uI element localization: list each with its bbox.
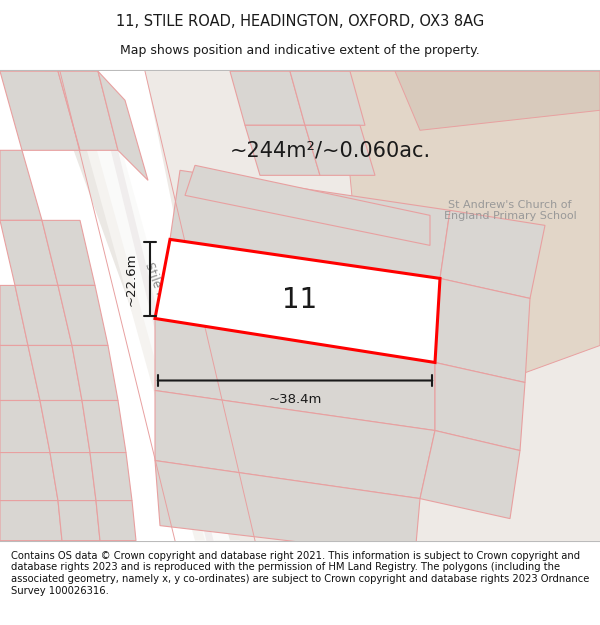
Polygon shape xyxy=(15,286,72,346)
Polygon shape xyxy=(0,221,58,286)
Text: ~22.6m: ~22.6m xyxy=(125,252,138,306)
Polygon shape xyxy=(340,71,600,386)
Polygon shape xyxy=(96,501,136,541)
Polygon shape xyxy=(155,319,435,431)
Text: ~38.4m: ~38.4m xyxy=(268,392,322,406)
Text: 11, STILE ROAD, HEADINGTON, OXFORD, OX3 8AG: 11, STILE ROAD, HEADINGTON, OXFORD, OX3 … xyxy=(116,14,484,29)
Polygon shape xyxy=(75,71,230,541)
Polygon shape xyxy=(230,71,305,125)
Polygon shape xyxy=(290,71,365,125)
Polygon shape xyxy=(28,346,82,401)
Polygon shape xyxy=(155,391,435,499)
Polygon shape xyxy=(58,71,118,151)
Polygon shape xyxy=(245,125,320,176)
Text: St Andrew's Church of
England Primary School: St Andrew's Church of England Primary Sc… xyxy=(443,199,577,221)
Polygon shape xyxy=(155,461,420,556)
Polygon shape xyxy=(0,501,62,541)
Polygon shape xyxy=(0,346,40,401)
Text: ~244m²/~0.060ac.: ~244m²/~0.060ac. xyxy=(229,141,431,161)
Polygon shape xyxy=(420,431,520,519)
Polygon shape xyxy=(72,346,118,401)
Polygon shape xyxy=(155,239,440,362)
Polygon shape xyxy=(170,171,450,278)
Polygon shape xyxy=(45,71,250,541)
Polygon shape xyxy=(435,278,530,382)
Polygon shape xyxy=(82,401,126,452)
Polygon shape xyxy=(40,401,90,452)
Polygon shape xyxy=(0,71,80,151)
Text: 11: 11 xyxy=(283,286,317,314)
Polygon shape xyxy=(435,362,525,451)
Polygon shape xyxy=(440,211,545,298)
Text: Stile Road: Stile Road xyxy=(142,260,174,321)
Text: Map shows position and indicative extent of the property.: Map shows position and indicative extent… xyxy=(120,44,480,57)
Polygon shape xyxy=(145,71,600,541)
Polygon shape xyxy=(0,401,50,452)
Polygon shape xyxy=(305,125,375,176)
Polygon shape xyxy=(50,452,96,501)
Polygon shape xyxy=(395,71,600,130)
Polygon shape xyxy=(0,286,28,346)
Polygon shape xyxy=(98,71,148,181)
Polygon shape xyxy=(90,452,132,501)
Polygon shape xyxy=(58,286,108,346)
Text: Contains OS data © Crown copyright and database right 2021. This information is : Contains OS data © Crown copyright and d… xyxy=(11,551,589,596)
Polygon shape xyxy=(42,221,95,286)
Polygon shape xyxy=(185,166,430,246)
Polygon shape xyxy=(65,71,218,541)
Polygon shape xyxy=(0,151,42,221)
Polygon shape xyxy=(0,452,58,501)
Polygon shape xyxy=(58,501,100,541)
